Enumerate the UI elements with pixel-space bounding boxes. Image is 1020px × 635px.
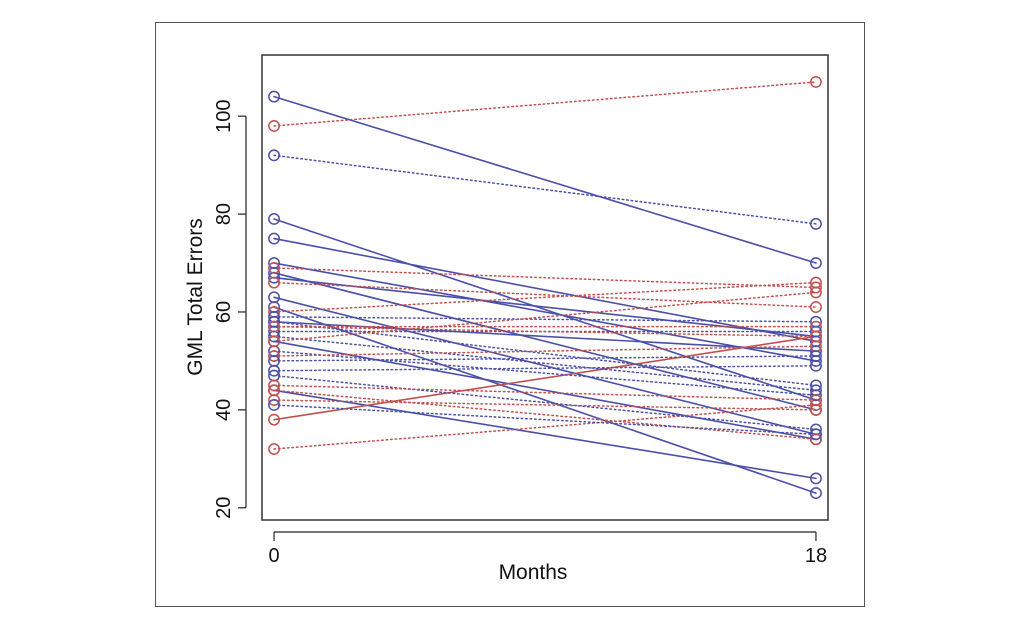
data-point-16-baseline <box>268 261 280 274</box>
series-line-23 <box>273 335 817 392</box>
data-point-27-baseline <box>268 364 280 377</box>
y-tick-label: 80 <box>213 203 235 225</box>
series-line-15 <box>273 404 817 450</box>
series-line-6 <box>273 262 817 362</box>
data-point-25-baseline <box>268 350 280 362</box>
series-line-28 <box>273 374 817 431</box>
data-point-11-followup <box>810 345 822 358</box>
series-layer <box>273 81 817 494</box>
series-line-4 <box>273 218 817 401</box>
data-point-15-baseline <box>268 443 280 455</box>
data-point-2-followup <box>810 75 822 88</box>
points-layer <box>268 75 822 500</box>
x-tick-label: 18 <box>805 545 827 567</box>
series-line-1 <box>273 95 817 264</box>
y-axis: 20 40 60 80 100 <box>213 99 247 519</box>
series-line-27 <box>273 365 817 372</box>
series-line-3 <box>273 154 817 225</box>
data-point-30-followup <box>810 433 822 446</box>
data-point-33-baseline <box>268 320 280 333</box>
series-line-24 <box>273 350 817 396</box>
series-line-30 <box>273 389 817 440</box>
data-point-13-followup <box>810 472 822 485</box>
series-line-9 <box>273 296 817 436</box>
data-point-3-baseline <box>268 149 280 162</box>
y-axis-label: GML Total Errors <box>184 218 207 376</box>
data-point-33-followup <box>810 330 822 343</box>
series-line-33 <box>273 325 817 338</box>
y-tick-label: 40 <box>213 399 235 421</box>
data-point-32-baseline <box>268 399 280 411</box>
data-point-34-followup <box>810 286 822 299</box>
figure-frame <box>155 22 865 607</box>
series-line-20 <box>273 321 817 387</box>
data-point-31-baseline <box>268 394 280 407</box>
data-point-27-followup <box>810 359 822 372</box>
data-point-31-followup <box>810 403 822 416</box>
y-tick-label: 20 <box>213 497 235 519</box>
series-line-25 <box>273 345 817 357</box>
series-line-18 <box>273 281 817 313</box>
series-line-2 <box>273 81 817 127</box>
plot-box <box>261 54 829 521</box>
series-line-7 <box>273 272 817 411</box>
series-line-29 <box>273 384 817 401</box>
x-axis-label: Months <box>499 561 568 584</box>
data-point-17-followup <box>810 301 822 314</box>
series-line-26 <box>273 355 817 362</box>
series-line-31 <box>273 399 817 411</box>
data-point-4-baseline <box>268 213 280 225</box>
y-tick-label: 100 <box>213 99 235 132</box>
data-point-34-baseline <box>268 335 280 348</box>
data-point-29-baseline <box>268 379 280 392</box>
series-line-32 <box>273 404 817 436</box>
data-point-16-followup <box>810 281 822 294</box>
series-line-14 <box>273 335 817 421</box>
series-line-19 <box>273 316 817 323</box>
series-line-13 <box>273 389 817 480</box>
series-line-10 <box>273 306 817 494</box>
data-point-22-followup <box>810 325 822 338</box>
series-line-17 <box>273 281 817 308</box>
data-point-24-followup <box>810 389 822 402</box>
data-point-14-baseline <box>268 413 280 426</box>
series-line-16 <box>273 267 817 289</box>
data-point-17-baseline <box>268 276 280 289</box>
y-tick-label: 60 <box>213 301 235 323</box>
data-point-1-baseline <box>268 90 280 103</box>
data-point-10-followup <box>810 487 822 500</box>
series-line-5 <box>273 237 817 343</box>
series-line-12 <box>273 340 817 441</box>
x-tick-label: 0 <box>268 545 279 567</box>
x-axis: 0 18 <box>268 531 827 567</box>
series-line-34 <box>273 291 817 343</box>
data-point-1-followup <box>810 257 822 269</box>
data-point-2-baseline <box>268 120 280 132</box>
data-point-32-followup <box>810 428 822 441</box>
data-point-3-followup <box>810 217 822 230</box>
data-point-5-baseline <box>268 232 280 245</box>
